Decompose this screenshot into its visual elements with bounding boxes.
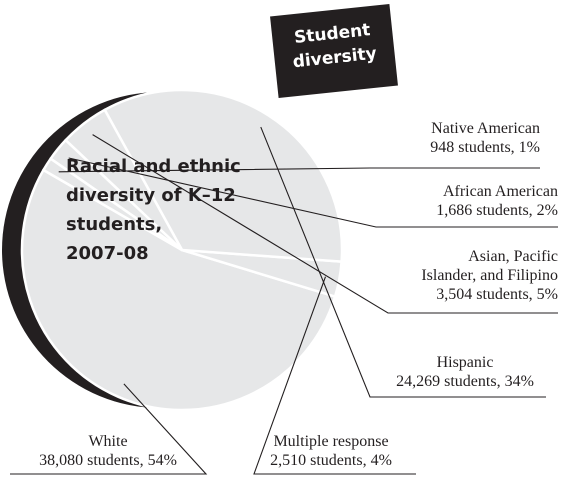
slice-percent: 1%: [518, 139, 540, 156]
slice-label-hispanic: Hispanic 24,269 students, 34%: [380, 353, 550, 391]
slice-count: 38,080 students: [39, 452, 140, 469]
slice-value: 1,686 students, 2%: [436, 202, 558, 219]
slice-count: 3,504 students: [436, 286, 529, 303]
pie-slice-native-american: [42, 157, 184, 252]
slice-name: Native American: [431, 120, 540, 137]
slice-percent: 34%: [504, 373, 534, 390]
slice-percent: 54%: [147, 452, 177, 469]
slice-label-native-american: Native American 948 students, 1%: [380, 119, 540, 157]
slice-value: 2,510 students, 4%: [270, 452, 392, 469]
slice-percent: 2%: [536, 202, 558, 219]
slice-value: 948 students, 1%: [430, 139, 540, 156]
chart-title-line-3: students,: [66, 214, 163, 235]
slice-count: 948 students: [430, 139, 511, 156]
slice-value: 24,269 students, 34%: [396, 373, 534, 390]
slice-label-white: White 38,080 students, 54%: [10, 432, 206, 470]
slice-value: 38,080 students, 54%: [39, 452, 177, 469]
slice-value: 3,504 students, 5%: [436, 286, 558, 303]
leader-line-white: [10, 383, 208, 475]
leader-line-multiple-response: [253, 276, 416, 475]
slice-label-african-american: African American 1,686 students, 2%: [380, 182, 558, 220]
slice-name-line-2: Islander, and Filipino: [421, 267, 558, 284]
slice-percent: 5%: [536, 286, 558, 303]
slice-count: 1,686 students: [436, 202, 529, 219]
slice-name: Hispanic: [436, 354, 494, 371]
slice-count: 24,269 students: [396, 373, 497, 390]
leader-lines: [10, 126, 558, 475]
slice-count: 2,510 students: [270, 452, 363, 469]
leader-line-african-american: [68, 157, 558, 228]
slice-name-line-1: Asian, Pacific: [468, 248, 558, 265]
chart-title: Racial and ethnic diversity of K–12 stud…: [66, 152, 276, 268]
chart-title-line-2: diversity of K–12: [66, 185, 236, 206]
leader-line-native-american: [58, 167, 540, 173]
chart-title-line-1: Racial and ethnic: [66, 156, 241, 177]
slice-label-multiple-response: Multiple response 2,510 students, 4%: [246, 432, 416, 470]
section-banner: Student diversity: [270, 3, 398, 99]
chart-title-line-4: 2007-08: [66, 243, 149, 264]
slice-name: Multiple response: [273, 433, 389, 450]
pie-slice-white: [20, 168, 337, 412]
slice-label-asian-pacific-filipino: Asian, Pacific Islander, and Filipino 3,…: [378, 247, 558, 304]
leader-line-asian-pacific-filipino: [92, 134, 558, 314]
slice-percent: 4%: [370, 452, 392, 469]
slice-name: African American: [442, 183, 558, 200]
leader-line-hispanic: [260, 126, 546, 398]
slice-name: White: [88, 433, 128, 450]
